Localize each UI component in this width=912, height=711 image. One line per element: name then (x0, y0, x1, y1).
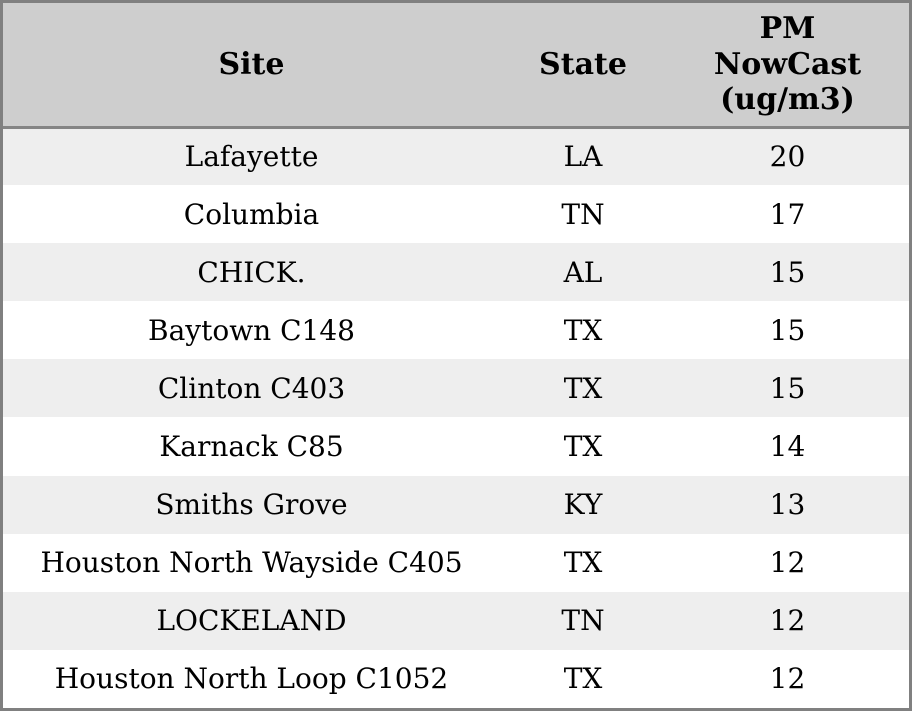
cell-state: TX (563, 430, 603, 464)
table-row: LOCKELAND TN 12 (3, 591, 909, 650)
cell-pm-nowcast: 20 (769, 140, 806, 174)
cell-state: TX (563, 546, 603, 580)
cell-site: Clinton C403 (157, 371, 346, 405)
cell-state: TX (563, 313, 603, 347)
column-header-pm-nowcast-label: PM NowCast (ug/m3) (713, 11, 862, 117)
table-body: Lafayette LA 20 Columbia TN 17 CHICK. AL… (3, 127, 909, 708)
cell-site: Karnack C85 (159, 430, 344, 464)
table-row: Houston North Wayside C405 TX 12 (3, 533, 909, 592)
column-header-pm-nowcast: PM NowCast (ug/m3) (666, 3, 909, 129)
table-row: Houston North Loop C1052 TX 12 (3, 649, 909, 708)
cell-pm-nowcast: 17 (769, 197, 806, 231)
cell-site: Baytown C148 (148, 313, 355, 347)
cell-site: Houston North Loop C1052 (54, 662, 449, 696)
table-row: CHICK. AL 15 (3, 243, 909, 302)
cell-state: TX (563, 371, 603, 405)
cell-state: TN (561, 197, 605, 231)
cell-site: Columbia (183, 197, 320, 231)
cell-pm-nowcast: 12 (769, 604, 806, 638)
cell-pm-nowcast: 12 (769, 546, 806, 580)
table-row: Columbia TN 17 (3, 185, 909, 244)
cell-pm-nowcast: 15 (769, 255, 806, 289)
cell-site: Smiths Grove (155, 488, 348, 522)
cell-pm-nowcast: 12 (769, 662, 806, 696)
cell-pm-nowcast: 14 (769, 430, 806, 464)
table-row: Baytown C148 TX 15 (3, 301, 909, 360)
column-header-site-label: Site (218, 46, 285, 82)
cell-site: Houston North Wayside C405 (40, 546, 463, 580)
cell-site: LOCKELAND (156, 604, 347, 638)
cell-state: TX (563, 662, 603, 696)
table-row: Karnack C85 TX 14 (3, 417, 909, 476)
cell-site: Lafayette (184, 140, 319, 174)
cell-site: CHICK. (197, 255, 306, 289)
column-header-state-label: State (539, 46, 627, 82)
header-row: Site State PM NowCast (ug/m3) (3, 3, 909, 129)
cell-state: TN (561, 604, 605, 638)
table-row: Clinton C403 TX 15 (3, 359, 909, 418)
table-row: Smiths Grove KY 13 (3, 475, 909, 534)
pm-nowcast-table: Site State PM NowCast (ug/m3) Lafayette … (3, 3, 909, 708)
cell-state: KY (563, 488, 603, 522)
cell-state: LA (563, 140, 603, 174)
column-header-site: Site (3, 3, 500, 129)
table-header: Site State PM NowCast (ug/m3) (3, 3, 909, 129)
cell-pm-nowcast: 13 (769, 488, 806, 522)
cell-pm-nowcast: 15 (769, 313, 806, 347)
cell-pm-nowcast: 15 (769, 371, 806, 405)
table-row: Lafayette LA 20 (3, 127, 909, 186)
cell-state: AL (563, 255, 603, 289)
column-header-state: State (500, 3, 666, 129)
